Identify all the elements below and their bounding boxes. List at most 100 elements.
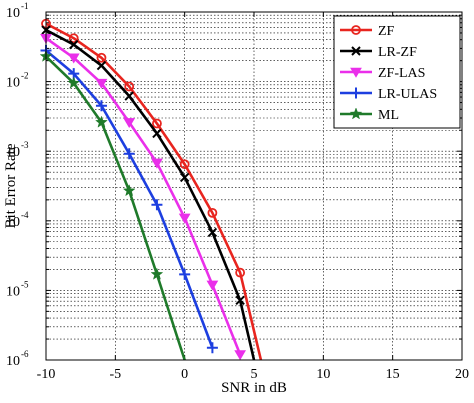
x-tick-label: 20	[455, 367, 469, 382]
data-point-lr-zf	[179, 172, 190, 183]
y-tick-label-base: 10	[6, 284, 20, 299]
x-marker-shape	[69, 39, 79, 50]
plot-frame	[45, 11, 463, 361]
plus-marker-shape	[350, 87, 362, 99]
legend-label: LR-ZF	[378, 45, 417, 60]
star-marker-shape	[349, 107, 363, 120]
data-point-zf	[152, 118, 162, 129]
data-point-ml	[67, 76, 81, 89]
data-point-zf	[96, 52, 107, 63]
x-tick-label: 15	[386, 367, 400, 382]
data-point-lr-ulas	[206, 342, 218, 354]
legend-label: LR-ULAS	[378, 87, 437, 102]
series-line-ml	[45, 55, 186, 361]
data-point-zf-las	[234, 350, 247, 361]
x-tick-label: -5	[109, 367, 121, 382]
circle-marker-shape	[68, 33, 79, 44]
plus-marker-shape	[95, 100, 107, 112]
circle-marker-shape	[152, 118, 162, 129]
y-axis-label: Bit Error Rate	[3, 143, 19, 228]
x-tick-label: 0	[181, 367, 188, 382]
x-marker-shape	[207, 227, 218, 238]
data-point-zf	[124, 81, 135, 92]
legend-label: ZF-LAS	[378, 66, 425, 81]
data-point-zf-las	[95, 78, 108, 89]
circle-marker-shape	[124, 81, 135, 92]
data-point-zf	[179, 159, 190, 170]
legend: ZF LR-ZF ZF-LAS LR-ULAS ML	[333, 15, 461, 129]
circle-marker-shape	[207, 207, 218, 218]
data-point-lr-zf	[96, 60, 107, 71]
legend-marker	[351, 25, 361, 35]
triangle-marker-shape	[350, 67, 362, 78]
data-point-zf	[235, 267, 246, 278]
legend-marker	[349, 107, 363, 120]
data-point-zf	[68, 33, 79, 44]
data-point-lr-ulas	[151, 199, 163, 211]
series-layer	[39, 18, 263, 361]
triangle-marker-shape	[178, 213, 191, 224]
y-tick-label-base: 10	[6, 76, 20, 91]
legend-item-zf-las: ZF-LAS	[340, 66, 425, 81]
triangle-marker-shape	[234, 350, 247, 361]
data-point-ml	[95, 115, 108, 128]
data-point-lr-ulas	[95, 100, 107, 112]
x-axis-label: SNR in dB	[221, 380, 287, 396]
data-point-zf-las	[206, 280, 219, 291]
y-tick-label-base: 10	[6, 354, 20, 369]
legend-item-lr-ulas: LR-ULAS	[340, 87, 437, 102]
data-point-lr-ulas	[179, 268, 191, 280]
legend-marker	[350, 67, 362, 78]
plus-marker-shape	[123, 148, 135, 160]
star-marker-shape	[67, 76, 81, 89]
x-marker-shape	[124, 91, 134, 101]
data-point-ml	[150, 267, 164, 280]
y-tick-label-exponent: -5	[21, 279, 29, 289]
triangle-marker-shape	[95, 78, 108, 89]
triangle-marker-shape	[123, 118, 136, 129]
legend-label: ML	[378, 108, 399, 123]
series-zf-las	[40, 33, 247, 361]
circle-marker-shape	[235, 267, 246, 278]
data-point-zf-las	[123, 118, 136, 129]
data-point-zf-las	[178, 213, 191, 224]
circle-marker-shape	[96, 52, 107, 63]
data-point-lr-ulas	[123, 148, 135, 160]
series-line-zf	[45, 22, 263, 361]
series-zf	[41, 18, 263, 361]
legend-marker	[350, 87, 362, 99]
data-point-lr-zf	[235, 295, 245, 306]
legend-item-lr-zf: LR-ZF	[340, 45, 417, 60]
y-tick-label-exponent: -1	[21, 1, 29, 11]
data-point-lr-zf	[207, 227, 218, 238]
y-tick-label-exponent: -6	[21, 349, 29, 359]
plus-marker-shape	[206, 342, 218, 354]
data-point-lr-zf	[69, 39, 79, 50]
legend-marker	[351, 46, 361, 56]
y-tick-label-base: 10	[6, 6, 20, 21]
triangle-marker-shape	[206, 280, 219, 291]
y-tick-label-base: 10	[6, 145, 20, 160]
series-line-zf-las	[45, 37, 242, 355]
circle-marker-shape	[179, 159, 190, 170]
y-tick-label-base: 10	[6, 215, 20, 230]
x-marker-shape	[96, 60, 107, 71]
data-point-zf-las	[67, 53, 80, 64]
x-marker-shape	[152, 128, 162, 139]
y-tick-label-exponent: -2	[21, 71, 29, 81]
y-tick-label-exponent: -3	[21, 140, 29, 150]
triangle-marker-shape	[151, 158, 163, 169]
data-point-zf-las	[151, 158, 163, 169]
triangle-marker-shape	[67, 53, 80, 64]
x-marker-shape	[235, 295, 245, 306]
data-point-zf	[207, 207, 218, 218]
data-point-lr-zf	[152, 128, 162, 139]
x-marker-shape	[179, 172, 190, 183]
star-marker-shape	[122, 184, 136, 197]
x-tick-label: 5	[251, 367, 258, 382]
x-tick-label: -10	[37, 367, 56, 382]
data-point-lr-zf	[124, 91, 134, 101]
series-lr-zf	[41, 25, 256, 361]
plus-marker-shape	[179, 268, 191, 280]
